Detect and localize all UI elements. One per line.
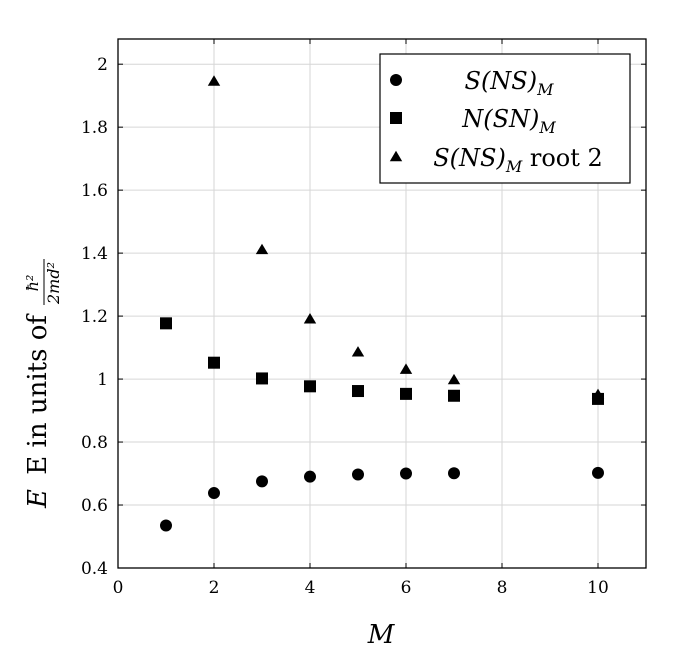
y-tick-label: 0.6: [81, 496, 108, 516]
y-tick-label: 1.6: [81, 181, 108, 201]
data-marks: [160, 75, 605, 532]
square-point: [400, 387, 412, 400]
circle-point: [352, 468, 364, 481]
circle-point: [256, 475, 268, 488]
circle-point: [448, 467, 460, 480]
square-point: [208, 356, 220, 369]
y-tick-label: 1.4: [81, 244, 108, 264]
y-tick-label: 1.2: [81, 307, 108, 327]
y-tick-label: 1: [97, 370, 108, 390]
triangle-point: [399, 363, 413, 374]
legend-circle-marker: [390, 74, 402, 86]
plot-frame: [117, 38, 647, 569]
x-tick-label: 6: [401, 578, 412, 598]
triangle-point: [351, 346, 365, 357]
legend-box: [379, 53, 631, 184]
legend-square-marker: [390, 112, 402, 124]
y-tick-label: 0.8: [81, 433, 108, 453]
square-point: [160, 317, 172, 330]
series-2: [160, 317, 604, 405]
circle-point: [592, 466, 604, 479]
series-3: [207, 75, 605, 400]
x-tick-label: 10: [587, 578, 609, 598]
triangle-point: [207, 75, 221, 86]
svg-text:E E in units of: E E in units of: [23, 313, 53, 509]
series-1: [160, 466, 604, 532]
x-tick-label: 8: [497, 578, 508, 598]
legend-label: S(NS)M root 2: [433, 144, 603, 176]
y-tick-label: 1.8: [81, 118, 108, 138]
legend-entry-1: S(NS)M: [390, 67, 554, 99]
x-tick-label: 4: [305, 578, 316, 598]
square-point: [304, 380, 316, 393]
x-axis-title: M: [367, 620, 396, 650]
circle-point: [160, 519, 172, 532]
y-axis-unit-numerator: ħ²: [23, 275, 42, 292]
y-tick-label: 0.4: [81, 559, 108, 579]
triangle-point: [591, 388, 605, 400]
circle-point: [208, 487, 220, 500]
square-point: [352, 385, 364, 398]
legend-triangle-marker: [389, 150, 403, 162]
triangle-point: [255, 243, 269, 255]
y-axis-title-text: E in units of: [23, 313, 53, 475]
circle-point: [400, 467, 412, 480]
legend-entry-2: N(SN)M: [390, 105, 556, 137]
triangle-point: [303, 313, 317, 324]
square-point: [256, 372, 268, 385]
legend-entry-3: S(NS)M root 2: [389, 144, 603, 176]
circle-point: [304, 470, 316, 483]
axis-ticks: 0 2 4 6 8 10 0.4 0.6 0.8 1 1.2 1.4 1.6 1.8 2: [81, 39, 646, 598]
x-tick-label: 0: [113, 578, 124, 598]
y-axis-title: E E in units of ħ² 2md²: [23, 259, 63, 509]
legend: S(NS)M N(SN)M S(NS)M root 2: [379, 53, 631, 184]
x-tick-label: 2: [209, 578, 220, 598]
legend-label: N(SN)M: [461, 105, 556, 137]
legend-label: S(NS)M: [465, 67, 555, 99]
square-point: [448, 389, 460, 402]
y-axis-unit-denominator: 2md²: [44, 262, 63, 305]
triangle-point: [447, 373, 461, 385]
y-tick-label: 2: [97, 55, 108, 75]
